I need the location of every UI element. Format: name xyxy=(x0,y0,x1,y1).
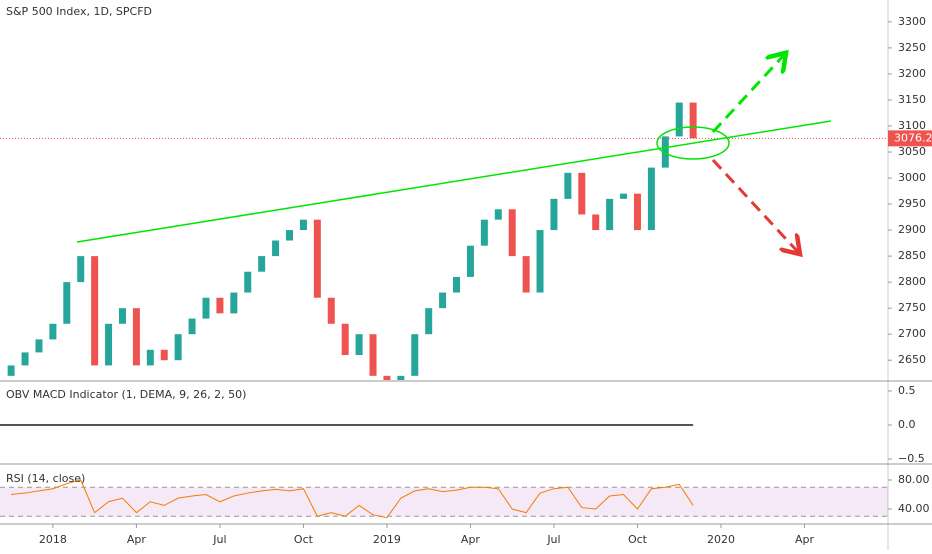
candle xyxy=(272,240,280,257)
candle xyxy=(327,297,335,324)
candle xyxy=(536,230,544,293)
x-tick-label: Apr xyxy=(127,533,147,546)
candle xyxy=(606,198,614,231)
y-tick-label: 3300 xyxy=(898,15,926,28)
candle xyxy=(564,172,572,199)
y-tick-label: 2950 xyxy=(898,197,926,210)
pane-title: RSI (14, close) xyxy=(6,472,85,485)
pane-title: OBV MACD Indicator (1, DEMA, 9, 26, 2, 5… xyxy=(6,388,246,401)
candle xyxy=(578,172,586,215)
candle xyxy=(230,292,238,314)
candle xyxy=(63,282,71,324)
candle xyxy=(522,256,530,293)
rsi-band xyxy=(0,487,888,517)
x-tick-label: 2020 xyxy=(707,533,735,546)
candle xyxy=(132,308,140,366)
candle xyxy=(174,334,182,361)
y-tick-label: 2750 xyxy=(898,301,926,314)
candle xyxy=(105,323,113,366)
y-tick-label: 2800 xyxy=(898,275,926,288)
y-tick-label: 3000 xyxy=(898,171,926,184)
y-tick-label: 3200 xyxy=(898,67,926,80)
candle xyxy=(35,339,43,353)
x-tick-label: Oct xyxy=(294,533,314,546)
candle xyxy=(620,193,628,199)
y-tick-label: 40.00 xyxy=(898,502,930,515)
candle xyxy=(313,219,321,298)
candle xyxy=(689,102,697,139)
candle xyxy=(258,256,266,272)
candle xyxy=(188,318,196,335)
arrow-up xyxy=(711,55,784,134)
y-tick-label: 3100 xyxy=(898,119,926,132)
candle xyxy=(341,323,349,356)
candle xyxy=(286,230,294,241)
candle xyxy=(355,334,363,356)
chart-title: S&P 500 Index, 1D, SPCFD xyxy=(6,5,152,18)
candle xyxy=(202,297,210,319)
series-line xyxy=(11,479,694,519)
candle xyxy=(216,297,224,314)
x-tick-label: Oct xyxy=(628,533,648,546)
last-price-box xyxy=(888,130,932,147)
y-tick-label: 0.5 xyxy=(898,384,916,397)
y-tick-label: 2700 xyxy=(898,327,926,340)
x-tick-label: Apr xyxy=(461,533,481,546)
candle xyxy=(675,102,683,137)
candle xyxy=(466,245,474,277)
x-tick-label: 2018 xyxy=(39,533,67,546)
arrow-down xyxy=(711,158,798,252)
candle xyxy=(118,308,126,324)
candle xyxy=(49,323,57,340)
candle xyxy=(160,349,168,361)
candle xyxy=(508,209,516,257)
candle xyxy=(425,308,433,335)
x-tick-label: Jul xyxy=(212,533,226,546)
candle xyxy=(661,136,669,168)
candle xyxy=(453,276,461,293)
candle xyxy=(494,209,502,220)
candle xyxy=(439,292,447,309)
pane xyxy=(7,102,697,380)
candle xyxy=(633,193,641,231)
candle xyxy=(383,375,391,380)
y-tick-label: 2850 xyxy=(898,249,926,262)
last-price-label: 3076.2 xyxy=(894,131,932,144)
y-tick-label: 80.00 xyxy=(898,473,930,486)
candle xyxy=(550,198,558,231)
candle xyxy=(77,256,85,283)
pane xyxy=(0,479,888,519)
x-tick-label: Jul xyxy=(546,533,560,546)
trend-line xyxy=(76,120,832,243)
y-tick-label: 0.0 xyxy=(898,418,916,431)
x-tick-label: 2019 xyxy=(373,533,401,546)
ellipse-drawing xyxy=(656,126,730,160)
x-tick-label: Apr xyxy=(795,533,815,546)
y-tick-label: 3250 xyxy=(898,41,926,54)
y-tick-label: 2900 xyxy=(898,223,926,236)
candle xyxy=(21,352,29,366)
candle xyxy=(592,214,600,231)
candle xyxy=(91,256,99,366)
y-tick-label: 2650 xyxy=(898,353,926,366)
candle xyxy=(146,349,154,366)
candle xyxy=(244,271,252,293)
candle xyxy=(411,334,419,376)
candle xyxy=(369,334,377,376)
candle xyxy=(299,219,307,231)
y-tick-label: 3150 xyxy=(898,93,926,106)
candle xyxy=(7,365,15,376)
y-tick-label: 3050 xyxy=(898,145,926,158)
candle xyxy=(397,375,405,380)
candle xyxy=(480,219,488,246)
y-tick-label: −0.5 xyxy=(898,452,925,465)
candle xyxy=(647,167,655,231)
